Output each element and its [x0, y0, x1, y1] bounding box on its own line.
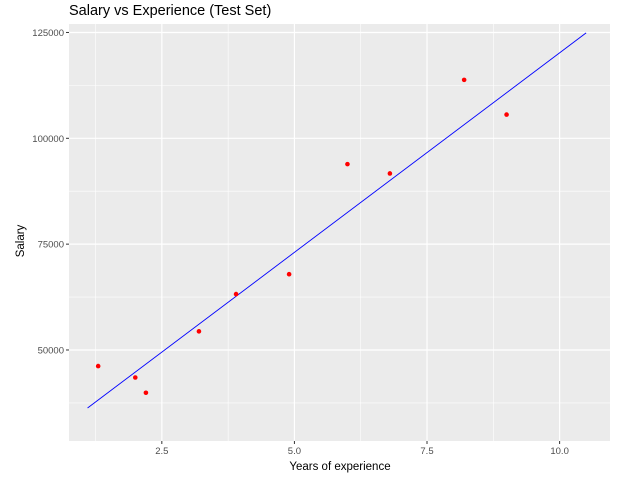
- grid-lines: [69, 24, 610, 441]
- regression-line-layer: [87, 32, 587, 409]
- plot-panel: [69, 24, 610, 441]
- data-point: [461, 77, 467, 83]
- y-tick-label: 50000: [38, 345, 64, 356]
- y-axis-label: Salary: [15, 224, 27, 257]
- regression-line: [87, 32, 587, 409]
- y-tick-label: 125000: [32, 28, 64, 39]
- x-axis-label: Years of experience: [289, 461, 390, 473]
- x-axis-ticks: 2.5 5.0 7.5 10.0: [155, 441, 569, 457]
- x-tick-label: 5.0: [288, 446, 301, 457]
- chart-title: Salary vs Experience (Test Set): [69, 3, 271, 19]
- y-tick-label: 100000: [32, 134, 64, 145]
- y-tick-label: 75000: [38, 240, 64, 251]
- x-tick-label: 10.0: [550, 446, 569, 457]
- data-point: [345, 161, 350, 167]
- data-point: [95, 363, 101, 369]
- data-point: [387, 171, 393, 176]
- data-point: [233, 291, 239, 297]
- y-axis-ticks: 50000 75000 100000 125000: [32, 28, 69, 356]
- x-tick-label: 2.5: [155, 446, 168, 457]
- data-point: [132, 375, 138, 380]
- data-point: [504, 112, 509, 117]
- data-point: [143, 390, 149, 396]
- x-tick-label: 7.5: [420, 446, 433, 457]
- data-points: [95, 77, 509, 396]
- data-point: [286, 271, 292, 277]
- data-point: [196, 329, 202, 334]
